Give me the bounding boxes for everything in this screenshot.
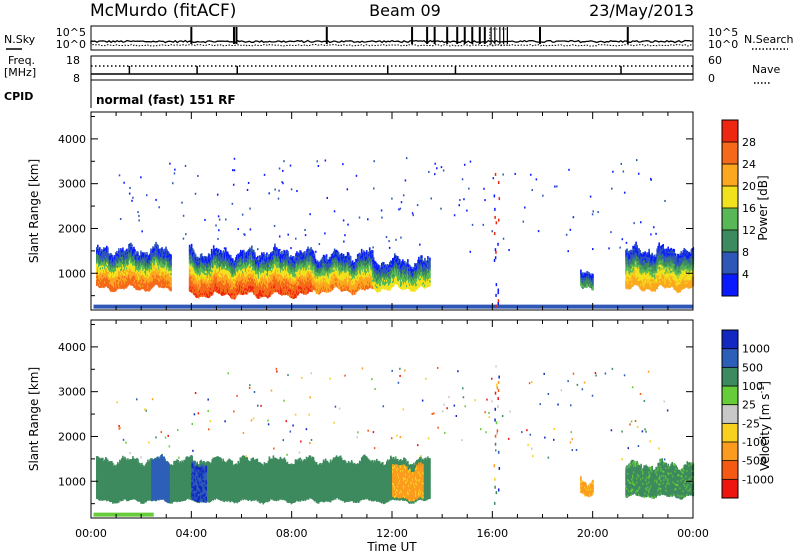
power-cell: [348, 253, 350, 256]
power-cell: [162, 249, 164, 252]
cpid-text: normal (fast) 151 RF: [96, 93, 236, 107]
power-cell: [211, 249, 213, 252]
power-cell: [254, 252, 256, 255]
power-cell: [307, 247, 309, 250]
power-cell: [189, 245, 191, 248]
power-cell: [281, 251, 283, 254]
power-cell: [287, 251, 289, 254]
power-cell: [313, 251, 315, 254]
noise-left-label: N.Sky: [4, 33, 36, 46]
freq-dot: [129, 66, 131, 74]
noise-sky-trace: [91, 41, 693, 45]
power-cell: [201, 253, 203, 256]
freq-dot: [455, 66, 457, 74]
station-title: McMurdo (fitACF): [90, 1, 236, 21]
freq-left-tick-bottom: 8: [73, 72, 80, 85]
power-data-layer: [94, 157, 695, 308]
power-cell: [134, 249, 136, 252]
freq-dot: [387, 66, 389, 74]
power-cell: [314, 254, 316, 257]
noise-search-trace: [91, 45, 693, 48]
cpid-label: CPID: [4, 90, 33, 103]
power-cell: [304, 251, 306, 254]
power-cell: [133, 247, 135, 250]
power-cell: [253, 250, 255, 253]
noise-right-label: N.Search: [744, 33, 794, 46]
freq-right-tick-top: 60: [708, 54, 722, 67]
power-cell: [116, 251, 118, 254]
power-cell: [137, 251, 139, 254]
power-cell: [131, 247, 133, 250]
power-cell: [213, 245, 215, 248]
power-cell: [107, 247, 109, 250]
date-title: 23/May/2013: [589, 1, 694, 20]
power-cell: [118, 248, 120, 251]
power-cell: [315, 259, 317, 262]
power-cell: [251, 245, 253, 248]
freq-dot: [196, 66, 198, 74]
freq-dot: [236, 66, 238, 74]
power-cell: [170, 254, 172, 257]
power-cell: [193, 250, 195, 253]
nave-label: Nave: [752, 63, 780, 76]
power-cell: [290, 255, 292, 258]
freq-right-tick-bottom: 0: [708, 72, 715, 85]
power-cell: [165, 247, 167, 250]
power-cell: [191, 244, 193, 247]
power-cell: [274, 244, 276, 247]
power-cell: [266, 252, 268, 255]
power-cell: [257, 256, 259, 259]
noise-left-tick-bottom: 10^0: [56, 38, 86, 51]
power-cell: [350, 256, 352, 259]
power-cell: [97, 245, 99, 248]
power-cell: [227, 252, 229, 255]
power-cell: [195, 254, 197, 257]
power-cell: [146, 252, 148, 255]
power-cell: [122, 247, 124, 250]
power-cell: [230, 255, 232, 258]
noise-dense-block: [490, 29, 508, 45]
noise-panel-frame: [91, 26, 693, 50]
freq-left-tick-top: 18: [66, 54, 80, 67]
power-cell: [209, 254, 211, 257]
power-cell: [352, 260, 354, 263]
freq-dot: [620, 66, 622, 74]
noise-traces: [91, 27, 693, 47]
power-cell: [338, 252, 340, 255]
power-cell: [99, 247, 101, 250]
radar-summary-plot: McMurdo (fitACF) Beam 09 23/May/2013 N.S…: [0, 0, 800, 554]
freq-label-line2: [MHz]: [4, 66, 36, 79]
power-cell: [293, 256, 295, 259]
power-cell: [218, 249, 220, 252]
power-cell: [157, 245, 159, 248]
noise-right-tick-bottom: 10^0: [708, 38, 738, 51]
power-cell: [361, 249, 363, 252]
beam-title: Beam 09: [369, 1, 441, 20]
power-cell: [144, 252, 146, 255]
freq-panel-frame: [91, 56, 693, 80]
freq-dots: [129, 66, 622, 74]
power-cell: [326, 254, 328, 257]
